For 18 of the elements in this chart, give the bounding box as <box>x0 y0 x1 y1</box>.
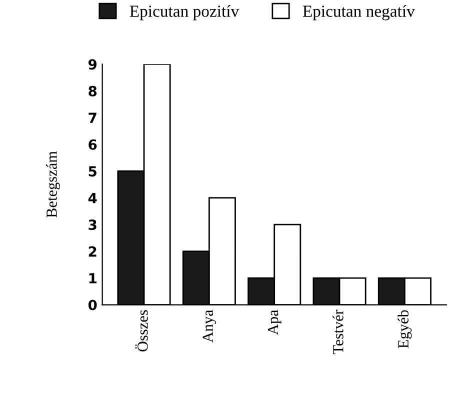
y-tick-label: 3 <box>88 220 96 230</box>
legend-label: Epicutan pozitív <box>130 5 240 20</box>
x-tick-label: Egyéb <box>398 310 412 348</box>
x-tick-label: Testvér <box>332 310 344 354</box>
y-tick-label: 5 <box>88 166 96 177</box>
y-tick-label: 6 <box>88 139 97 150</box>
y-tick-label: 2 <box>88 246 96 257</box>
y-tick-label: 0 <box>88 300 97 310</box>
y-tick-label: 9 <box>88 59 97 70</box>
y-tick-label: 1 <box>89 273 96 284</box>
y-axis-title: Betegszám <box>46 151 60 218</box>
y-tick-label: 7 <box>88 112 96 123</box>
y-tick-label: 4 <box>88 192 97 204</box>
y-tick-label: 8 <box>88 86 97 96</box>
legend-label: Epicutan negatív <box>302 5 415 20</box>
x-tick-label: Anya <box>202 310 216 343</box>
x-tick-label: Apa <box>268 310 282 335</box>
x-tick-label: Összes <box>135 310 148 352</box>
